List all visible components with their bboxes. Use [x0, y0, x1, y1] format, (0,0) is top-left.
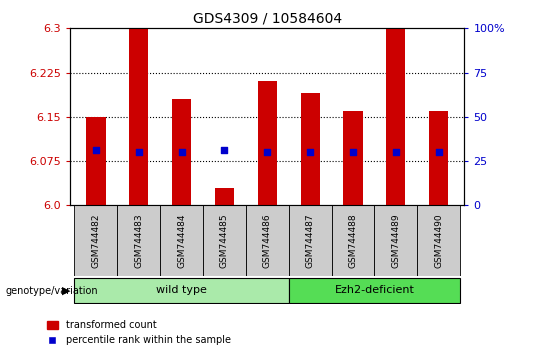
- Bar: [258, 81, 277, 205]
- Text: wild type: wild type: [156, 285, 207, 295]
- Point: [134, 149, 143, 155]
- Bar: [386, 28, 406, 205]
- FancyBboxPatch shape: [417, 205, 460, 276]
- Text: GSM744482: GSM744482: [91, 213, 100, 268]
- Bar: [300, 93, 320, 205]
- Point: [92, 148, 100, 153]
- FancyBboxPatch shape: [289, 205, 332, 276]
- FancyBboxPatch shape: [289, 278, 460, 303]
- Text: GSM744485: GSM744485: [220, 213, 229, 268]
- Legend: transformed count, percentile rank within the sample: transformed count, percentile rank withi…: [43, 316, 235, 349]
- Text: ▶: ▶: [62, 286, 70, 296]
- Text: GSM744490: GSM744490: [434, 213, 443, 268]
- Bar: [86, 117, 105, 205]
- Bar: [172, 99, 191, 205]
- FancyBboxPatch shape: [160, 205, 203, 276]
- Point: [392, 149, 400, 155]
- Text: GSM744487: GSM744487: [306, 213, 315, 268]
- Bar: [215, 188, 234, 205]
- FancyBboxPatch shape: [75, 278, 289, 303]
- FancyBboxPatch shape: [246, 205, 289, 276]
- Text: GSM744488: GSM744488: [348, 213, 357, 268]
- Text: GSM744483: GSM744483: [134, 213, 143, 268]
- Bar: [343, 111, 363, 205]
- Point: [306, 149, 314, 155]
- FancyBboxPatch shape: [75, 205, 117, 276]
- Text: GSM744484: GSM744484: [177, 213, 186, 268]
- Point: [349, 149, 357, 155]
- Title: GDS4309 / 10584604: GDS4309 / 10584604: [193, 12, 342, 26]
- Point: [434, 149, 443, 155]
- FancyBboxPatch shape: [332, 205, 374, 276]
- Point: [263, 149, 272, 155]
- Point: [177, 149, 186, 155]
- FancyBboxPatch shape: [374, 205, 417, 276]
- FancyBboxPatch shape: [203, 205, 246, 276]
- Text: GSM744489: GSM744489: [392, 213, 400, 268]
- Text: genotype/variation: genotype/variation: [5, 286, 98, 296]
- Text: Ezh2-deficient: Ezh2-deficient: [334, 285, 414, 295]
- Text: GSM744486: GSM744486: [263, 213, 272, 268]
- Bar: [129, 28, 149, 205]
- Bar: [429, 111, 448, 205]
- FancyBboxPatch shape: [117, 205, 160, 276]
- Point: [220, 148, 229, 153]
